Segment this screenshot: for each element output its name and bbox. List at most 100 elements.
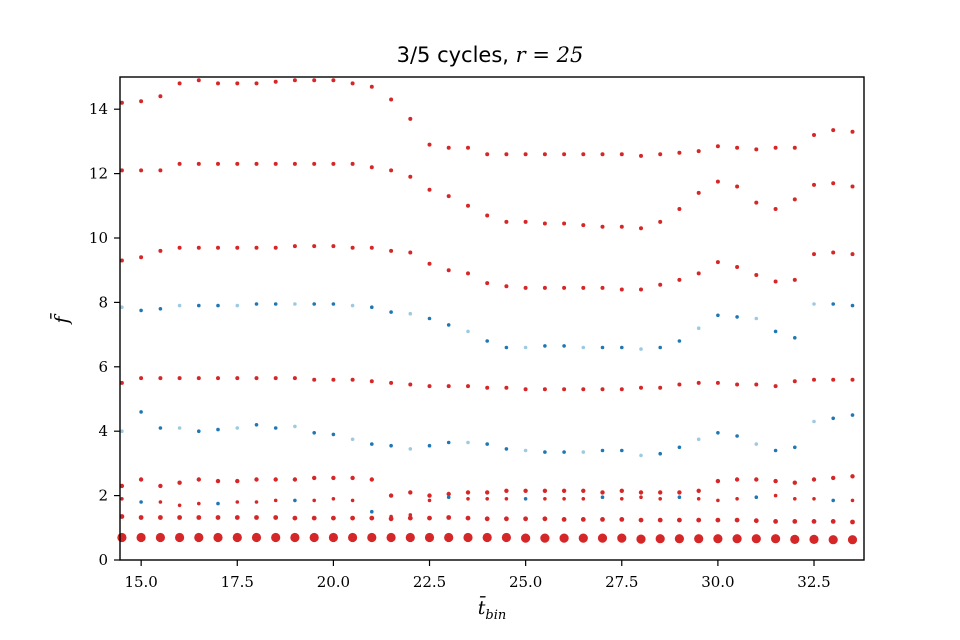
data-point <box>348 532 358 543</box>
data-point <box>389 168 394 173</box>
data-point <box>754 442 759 446</box>
data-point <box>773 448 778 453</box>
y-tick-label: 14 <box>89 100 108 118</box>
data-point <box>581 223 586 228</box>
data-point <box>251 532 262 543</box>
data-point <box>194 532 204 543</box>
data-point <box>716 313 720 318</box>
data-point <box>177 245 182 250</box>
data-point <box>792 519 798 524</box>
data-point <box>427 142 432 147</box>
data-point <box>158 94 163 99</box>
y-axis-label: f̄ <box>49 313 73 326</box>
data-point <box>715 179 720 184</box>
data-point <box>119 483 125 489</box>
data-point <box>831 302 835 306</box>
data-point <box>619 287 624 292</box>
data-point <box>408 447 413 451</box>
data-point <box>254 515 259 520</box>
data-point <box>235 500 240 504</box>
data-point <box>751 534 761 544</box>
data-point <box>446 145 451 150</box>
data-point <box>715 380 720 385</box>
data-point <box>658 282 663 287</box>
data-point <box>484 516 490 522</box>
data-point <box>427 187 432 192</box>
data-point <box>543 450 547 454</box>
data-point <box>136 532 146 543</box>
data-point <box>427 515 432 521</box>
data-point <box>831 128 836 133</box>
data-point <box>138 515 144 520</box>
data-point <box>485 152 490 157</box>
data-point <box>696 380 701 385</box>
data-point <box>620 448 624 453</box>
data-point <box>773 478 778 484</box>
data-point <box>581 345 586 350</box>
data-point <box>139 99 144 104</box>
data-point <box>696 497 701 501</box>
data-point <box>850 413 855 417</box>
data-point <box>408 490 413 495</box>
data-point <box>254 81 259 86</box>
y-tick-label: 8 <box>98 293 108 311</box>
data-point <box>292 161 297 166</box>
data-point <box>331 497 336 501</box>
data-point <box>677 382 682 387</box>
data-point <box>273 426 278 430</box>
data-point <box>504 447 509 451</box>
data-point <box>177 503 182 508</box>
data-point <box>542 285 547 290</box>
data-point <box>600 490 605 495</box>
data-point <box>177 426 182 430</box>
data-point <box>523 152 528 157</box>
data-point <box>312 78 317 83</box>
data-point <box>234 515 240 520</box>
data-point <box>581 488 586 493</box>
data-point <box>658 219 663 224</box>
data-point <box>523 285 528 290</box>
data-point <box>597 533 608 543</box>
data-point <box>657 517 663 523</box>
data-point <box>715 260 720 265</box>
data-point <box>446 194 451 199</box>
data-point <box>504 284 509 289</box>
data-point <box>831 181 836 186</box>
data-point <box>850 498 855 503</box>
data-point <box>408 174 413 179</box>
data-point <box>793 445 797 450</box>
data-point <box>389 514 393 519</box>
data-point <box>196 515 202 520</box>
data-point <box>715 144 720 149</box>
data-point <box>463 532 473 543</box>
data-point <box>350 245 355 250</box>
data-point <box>158 248 163 253</box>
data-point <box>696 437 701 442</box>
data-point <box>754 147 759 152</box>
data-point <box>254 500 259 504</box>
data-point <box>197 303 201 308</box>
data-point <box>523 488 528 493</box>
x-tick-label: 30.0 <box>701 573 734 591</box>
data-point <box>312 431 317 435</box>
data-point <box>177 303 182 308</box>
data-point <box>732 534 742 544</box>
data-point <box>216 81 220 86</box>
data-point <box>120 429 124 434</box>
data-point <box>581 285 586 290</box>
data-point <box>293 424 297 429</box>
data-point <box>331 377 336 382</box>
data-point <box>408 116 413 121</box>
data-point <box>292 244 297 249</box>
data-point <box>197 501 201 506</box>
x-tick-label: 27.5 <box>605 573 638 591</box>
data-point <box>542 488 548 493</box>
data-point <box>466 203 470 208</box>
data-point <box>850 129 855 134</box>
data-point <box>177 81 182 86</box>
data-point <box>427 493 432 498</box>
data-point <box>273 477 278 482</box>
data-point <box>139 410 143 414</box>
data-point <box>831 377 836 382</box>
data-point <box>831 475 836 481</box>
